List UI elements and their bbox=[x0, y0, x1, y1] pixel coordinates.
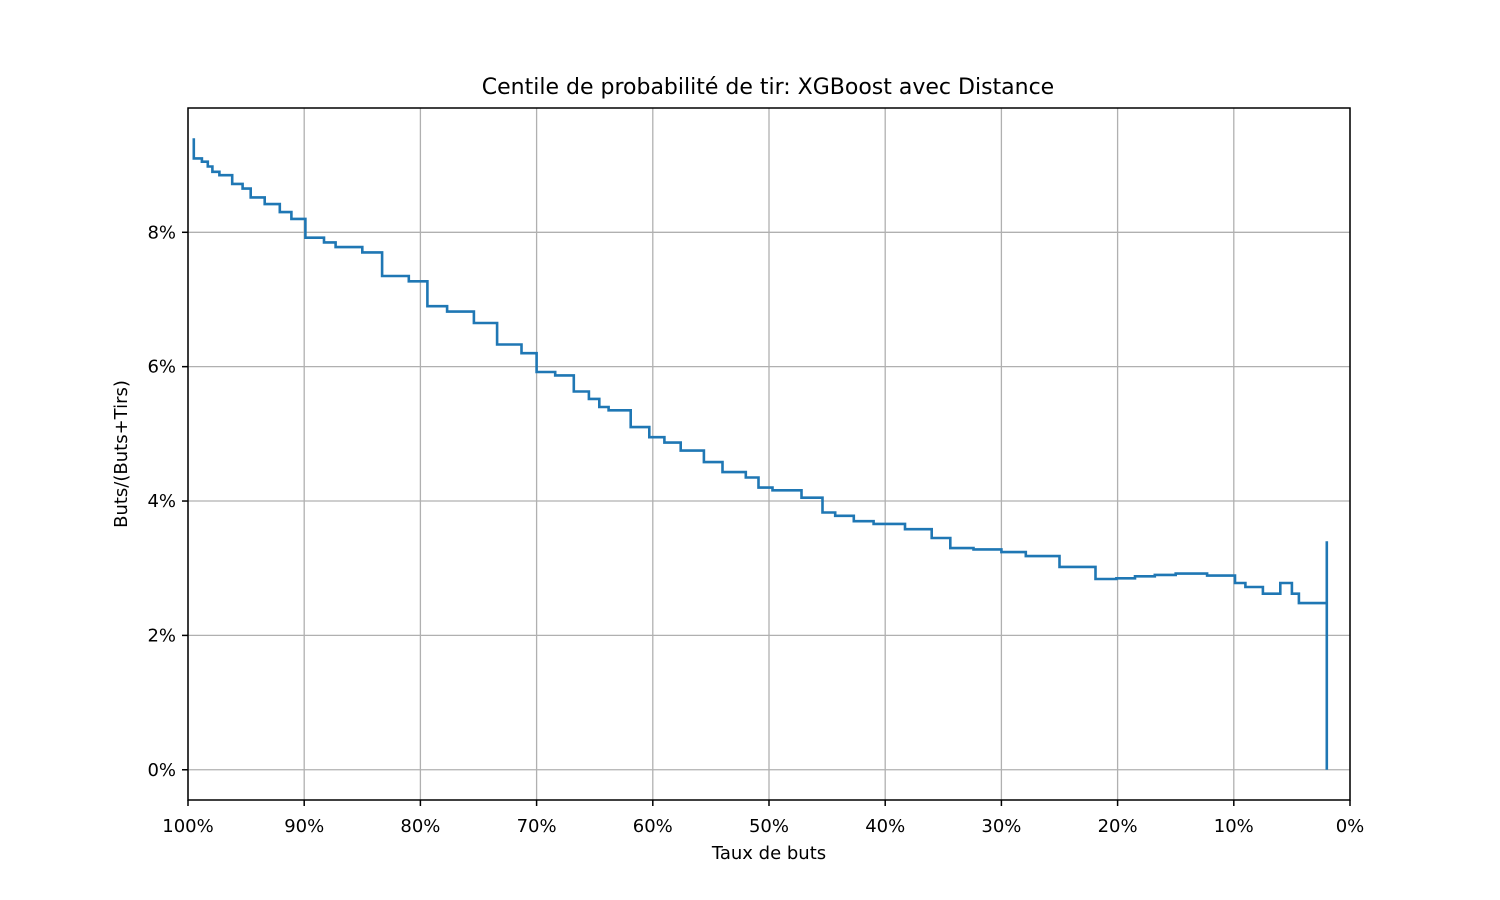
y-tick-label: 6% bbox=[147, 357, 176, 378]
y-tick-label: 0% bbox=[147, 760, 176, 781]
x-tick-label: 50% bbox=[749, 816, 789, 837]
chart-title: Centile de probabilité de tir: XGBoost a… bbox=[482, 75, 1054, 100]
x-tick-label: 90% bbox=[284, 816, 324, 837]
x-tick-label: 80% bbox=[400, 816, 440, 837]
y-tick-label: 4% bbox=[147, 491, 176, 512]
y-axis: 0% 2% 4% 6% 8% bbox=[147, 222, 188, 781]
x-tick-label: 10% bbox=[1214, 816, 1254, 837]
x-tick-label: 60% bbox=[633, 816, 673, 837]
grid bbox=[187, 108, 1351, 800]
x-tick-label: 20% bbox=[1098, 816, 1138, 837]
x-tick-label: 30% bbox=[981, 816, 1021, 837]
y-tick-label: 2% bbox=[147, 625, 176, 646]
plot-frame bbox=[187, 107, 1351, 801]
y-axis-label: Buts/(Buts+Tirs) bbox=[111, 380, 132, 528]
x-tick-label: 40% bbox=[865, 816, 905, 837]
x-tick-label: 0% bbox=[1336, 816, 1365, 837]
y-tick-label: 8% bbox=[147, 222, 176, 243]
x-tick-label: 100% bbox=[162, 816, 213, 837]
x-axis: 100% 90% 80% 70% 60% 50% 40% 30% 20% 10% 0% bbox=[162, 800, 1364, 837]
x-axis-label: Taux de buts bbox=[711, 843, 826, 864]
series-line bbox=[192, 138, 1329, 770]
x-tick-label: 70% bbox=[517, 816, 557, 837]
